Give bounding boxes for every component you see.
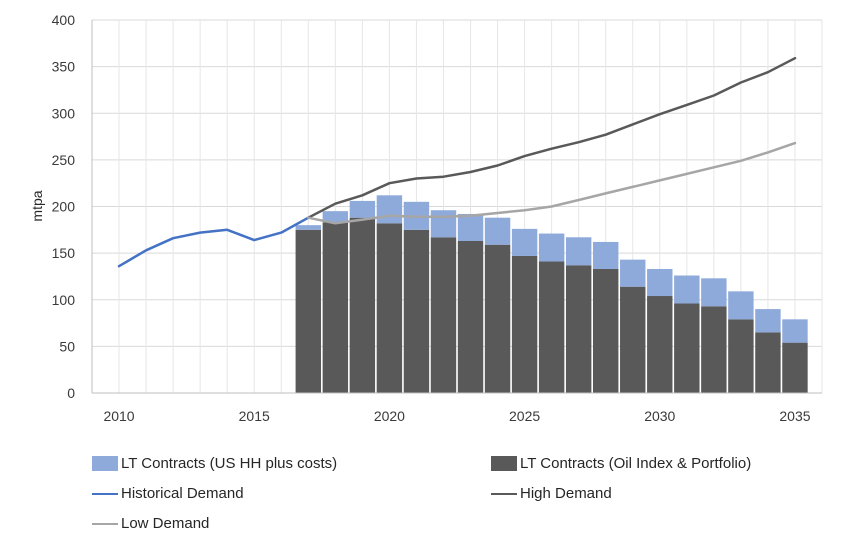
bar-oil-index-2034 xyxy=(755,332,781,393)
y-tick-label-200: 200 xyxy=(52,199,76,215)
bar-oil-index-2024 xyxy=(484,244,511,393)
bar-us-hh-2029 xyxy=(620,259,646,287)
y-tick-label-400: 400 xyxy=(52,12,76,28)
line-high-demand xyxy=(307,56,797,219)
y-tick-label-100: 100 xyxy=(52,292,76,308)
bar-us-hh-2033 xyxy=(728,291,754,320)
bar-us-hh-2024 xyxy=(484,217,511,245)
x-tick-label-2020: 2020 xyxy=(374,408,405,424)
y-tick-label-150: 150 xyxy=(52,245,76,261)
bar-us-hh-2034 xyxy=(755,309,781,333)
x-tick-label-2025: 2025 xyxy=(509,408,540,424)
bar-oil-index-2019 xyxy=(349,217,376,393)
bar-oil-index-2035 xyxy=(782,342,808,393)
bar-oil-index-2022 xyxy=(430,237,457,393)
bar-oil-index-2030 xyxy=(647,296,673,393)
bar-us-hh-2032 xyxy=(701,278,727,307)
bars xyxy=(295,195,808,393)
x-tick-label-2015: 2015 xyxy=(239,408,270,424)
bar-us-hh-2026 xyxy=(538,233,565,262)
bar-us-hh-2017 xyxy=(295,225,322,230)
x-tick-label-2035: 2035 xyxy=(779,408,810,424)
y-tick-label-0: 0 xyxy=(67,385,75,401)
bar-oil-index-2023 xyxy=(457,241,484,393)
lines xyxy=(117,56,797,268)
bar-us-hh-2020 xyxy=(376,195,403,224)
bar-oil-index-2029 xyxy=(620,286,646,393)
bar-oil-index-2025 xyxy=(511,255,538,393)
bar-us-hh-2035 xyxy=(782,319,808,343)
line-historical-demand xyxy=(117,216,310,268)
y-tick-label-50: 50 xyxy=(59,338,75,354)
bar-us-hh-2018 xyxy=(322,211,349,223)
y-tick-label-300: 300 xyxy=(52,105,76,121)
y-axis-title: mtpa xyxy=(29,190,45,221)
bar-us-hh-2019 xyxy=(349,200,376,218)
bar-oil-index-2021 xyxy=(403,229,430,393)
bar-oil-index-2032 xyxy=(701,306,727,393)
y-tick-label-250: 250 xyxy=(52,152,76,168)
bar-us-hh-2031 xyxy=(674,275,700,304)
bar-oil-index-2018 xyxy=(322,222,349,393)
bar-us-hh-2025 xyxy=(511,228,538,256)
bar-oil-index-2031 xyxy=(674,303,700,393)
bar-us-hh-2030 xyxy=(647,268,673,297)
bar-us-hh-2027 xyxy=(565,237,592,266)
axes: 0 50 100 150 200 250 300 350 400 2010 2015 2020 2025… xyxy=(52,12,822,424)
bar-oil-index-2017 xyxy=(295,229,322,393)
bar-oil-index-2026 xyxy=(538,261,565,393)
y-tick-label-350: 350 xyxy=(52,59,76,75)
bar-us-hh-2022 xyxy=(430,210,457,238)
x-tick-label-2030: 2030 xyxy=(644,408,675,424)
bar-oil-index-2020 xyxy=(376,223,403,393)
line-low-demand xyxy=(307,141,797,225)
bar-us-hh-2023 xyxy=(457,213,484,242)
bar-oil-index-2027 xyxy=(565,265,592,393)
bar-oil-index-2028 xyxy=(592,268,619,393)
bar-oil-index-2033 xyxy=(728,319,754,393)
x-tick-label-2010: 2010 xyxy=(103,408,134,424)
bar-us-hh-2028 xyxy=(592,241,619,269)
